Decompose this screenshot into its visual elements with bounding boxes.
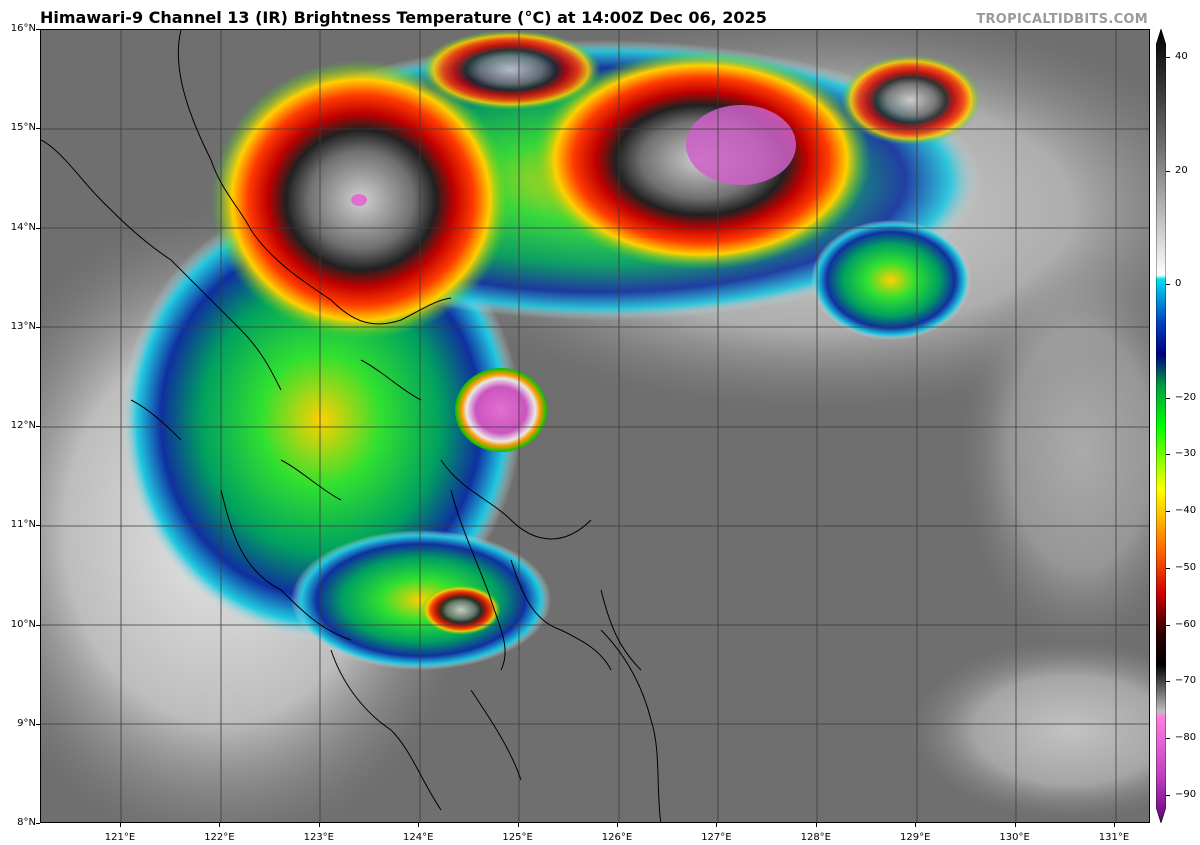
lat-tick [36, 624, 40, 626]
colorbar-label: −90 [1175, 788, 1197, 800]
lat-label: 9°N [17, 717, 36, 729]
lon-label: 129°E [899, 832, 931, 843]
colorbar-tick [1166, 624, 1170, 626]
lat-label: 14°N [10, 221, 36, 233]
lon-tick [617, 823, 618, 827]
lat-tick [36, 128, 40, 130]
colorbar-label: 40 [1175, 51, 1188, 63]
lon-tick [120, 823, 121, 827]
colorbar-label: −80 [1175, 731, 1197, 743]
colorbar-tick [1166, 454, 1170, 456]
lat-label: 13°N [10, 320, 36, 332]
lon-tick [318, 823, 320, 827]
colorbar-label: −20 [1175, 391, 1197, 403]
lon-label: 124°E [402, 832, 434, 843]
lat-label: 8°N [17, 817, 36, 828]
colorbar-tick [1166, 681, 1170, 683]
lat-tick [36, 29, 40, 30]
lat-tick [36, 326, 40, 328]
colorbar-label: −30 [1175, 448, 1197, 460]
colorbar-gradient [1155, 27, 1167, 825]
lat-label: 15°N [10, 122, 36, 134]
colorbar-tick [1166, 397, 1170, 399]
satellite-image [41, 30, 1149, 822]
lon-tick [517, 823, 519, 827]
lat-label: 11°N [10, 519, 36, 531]
lat-tick [36, 723, 40, 725]
colorbar-tick [1166, 57, 1170, 59]
lon-tick [716, 823, 718, 827]
lon-tick [815, 823, 817, 827]
colorbar-label: −60 [1175, 618, 1197, 630]
colorbar-label: −70 [1175, 675, 1197, 687]
lat-label: 10°N [10, 618, 36, 630]
lon-label: 130°E [999, 832, 1030, 843]
lon-label: 126°E [601, 832, 633, 843]
lat-tick [36, 525, 40, 527]
colorbar-label: 20 [1175, 164, 1188, 176]
lon-label: 123°E [303, 832, 334, 843]
lon-tick [915, 823, 917, 827]
lat-tick [36, 426, 40, 427]
lon-label: 128°E [800, 832, 831, 843]
lon-label: 122°E [204, 832, 235, 843]
colorbar-label: −50 [1175, 561, 1197, 573]
temperature-colorbar [1155, 27, 1167, 825]
lon-tick [219, 823, 221, 827]
lon-tick [1014, 823, 1016, 827]
lat-tick [36, 823, 40, 824]
colorbar-tick [1166, 737, 1170, 739]
lat-tick [36, 227, 40, 229]
colorbar-tick [1166, 567, 1170, 569]
lat-label: 12°N [10, 420, 36, 431]
colorbar-label: 0 [1175, 278, 1182, 290]
lon-label: 125°E [502, 832, 533, 843]
lat-label: 16°N [10, 23, 36, 34]
lon-label: 131°E [1098, 832, 1130, 843]
lon-tick [418, 823, 420, 827]
map-title: Himawari-9 Channel 13 (IR) Brightness Te… [40, 8, 767, 27]
colorbar-tick [1166, 511, 1170, 513]
colorbar-tick [1166, 170, 1170, 172]
colorbar-tick [1166, 794, 1170, 796]
colorbar-tick [1166, 284, 1170, 286]
satellite-map[interactable] [40, 29, 1150, 823]
colorbar-label: −40 [1175, 505, 1197, 517]
site-brand: TROPICALTIDBITS.COM [976, 12, 1148, 27]
lon-label: 121°E [104, 832, 136, 843]
lon-tick [1114, 823, 1115, 827]
lon-label: 127°E [701, 832, 732, 843]
